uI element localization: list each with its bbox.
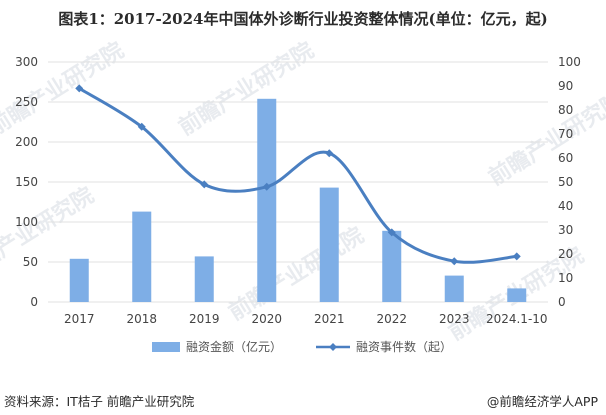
line-path [78,87,517,264]
y-right-tick-label: 30 [558,223,573,237]
y-left-tick-label: 200 [15,135,38,149]
y-left-tick-label: 250 [15,95,38,109]
bar [319,187,339,302]
watermark-text: 前瞻产业研究院 [224,222,368,326]
line-point [512,252,521,261]
line-point [325,149,334,158]
line-point [262,182,271,191]
y-right-tick-label: 20 [558,247,573,261]
line-series [75,84,521,266]
bar [507,288,527,302]
line-point [450,257,459,266]
bar [382,230,402,302]
chart-title: 图表1：2017-2024年中国体外诊断行业投资整体情况(单位：亿元，起) [58,10,548,28]
watermark-text: 前瞻产业研究院 [0,37,128,141]
x-tick-label: 2023 [439,312,470,326]
watermark-text: 前瞻产业研究院 [484,87,606,191]
brand-note: @前瞻经济学人APP [486,394,598,409]
y-right-tick-label: 0 [558,295,566,309]
bar [444,275,464,302]
y-left-tick-label: 100 [15,215,38,229]
line-point [387,228,396,237]
y-left-tick-label: 50 [23,255,38,269]
line-point [75,84,84,93]
y-left-tick-label: 300 [15,55,38,69]
legend-marker-line [329,343,337,351]
source-note: 资料来源：IT桔子 前瞻产业研究院 [4,394,195,409]
bar [69,258,89,302]
line-point [137,122,146,131]
y-right-tick-label: 10 [558,271,573,285]
bar [194,256,214,302]
y-right-tick-label: 50 [558,175,573,189]
bar [257,98,277,302]
bar [132,211,152,302]
x-tick-label: 2022 [376,312,407,326]
y-right-tick-label: 40 [558,199,573,213]
y-right-tick-label: 90 [558,79,573,93]
y-right-tick-label: 70 [558,127,573,141]
x-tick-label: 2024.1-10 [486,312,548,326]
x-tick-label: 2018 [126,312,157,326]
bar-series [69,98,527,302]
y-right-tick-label: 100 [558,55,581,69]
y-left-tick-label: 150 [15,175,38,189]
legend-label-bar: 融资金额（亿元） [186,339,282,354]
x-tick-label: 2021 [314,312,345,326]
x-tick-label: 2019 [189,312,220,326]
axes: 0 50 100 150 200 250 300 0 10 20 30 40 50 60 70 80 90 100… [15,55,581,326]
line-point [200,180,209,189]
x-tick-label: 2020 [251,312,282,326]
watermark-text: 前瞻产业研究院 [174,37,318,141]
x-tick-label: 2017 [64,312,95,326]
legend-swatch-bar [152,342,180,352]
legend-label-line: 融资事件数（起） [356,339,452,354]
y-left-tick-label: 0 [30,295,38,309]
y-right-tick-label: 80 [558,103,573,117]
y-right-tick-label: 60 [558,151,573,165]
legend: 融资金额（亿元） 融资事件数（起） [152,339,452,354]
